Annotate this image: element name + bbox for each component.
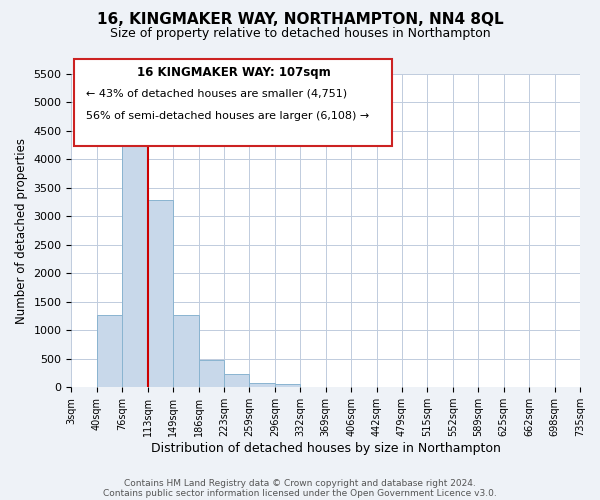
Y-axis label: Number of detached properties: Number of detached properties — [15, 138, 28, 324]
Text: Size of property relative to detached houses in Northampton: Size of property relative to detached ho… — [110, 28, 490, 40]
Bar — [122, 139, 148, 387]
Bar — [199, 360, 224, 387]
Bar — [275, 384, 300, 387]
Text: 16 KINGMAKER WAY: 107sqm: 16 KINGMAKER WAY: 107sqm — [137, 66, 330, 80]
Text: ← 43% of detached houses are smaller (4,751): ← 43% of detached houses are smaller (4,… — [86, 89, 347, 99]
Text: Contains HM Land Registry data © Crown copyright and database right 2024.: Contains HM Land Registry data © Crown c… — [124, 478, 476, 488]
Bar — [224, 374, 250, 387]
X-axis label: Distribution of detached houses by size in Northampton: Distribution of detached houses by size … — [151, 442, 500, 455]
Text: 56% of semi-detached houses are larger (6,108) →: 56% of semi-detached houses are larger (… — [86, 112, 370, 122]
Bar — [173, 315, 199, 387]
Bar — [97, 315, 122, 387]
Bar — [148, 200, 173, 387]
Text: 16, KINGMAKER WAY, NORTHAMPTON, NN4 8QL: 16, KINGMAKER WAY, NORTHAMPTON, NN4 8QL — [97, 12, 503, 28]
Bar — [250, 382, 275, 387]
Text: Contains public sector information licensed under the Open Government Licence v3: Contains public sector information licen… — [103, 488, 497, 498]
